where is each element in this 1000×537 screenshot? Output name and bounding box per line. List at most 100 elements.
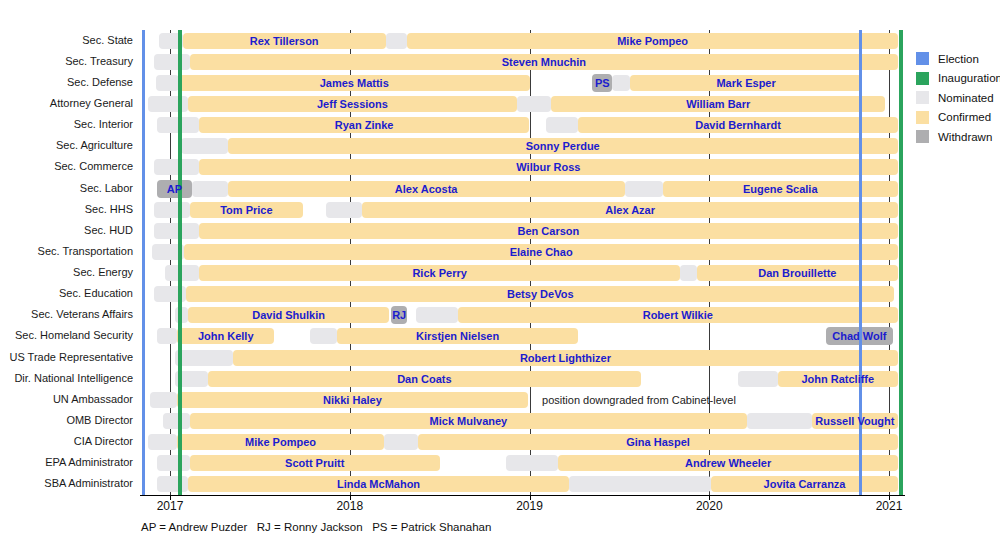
officeholder-name: Russell Vought [815, 415, 894, 427]
x-axis-year-label: 2019 [508, 499, 552, 513]
officeholder-name: AP [167, 183, 182, 195]
inauguration-swatch-icon [916, 72, 929, 85]
officeholder-name: Mike Pompeo [617, 35, 688, 47]
officeholder-name: William Barr [686, 98, 750, 110]
officeholder-name: RJ [392, 309, 406, 321]
row-label: Dir. National Intelligence [0, 372, 133, 384]
timeline-segment-nominated [416, 307, 457, 323]
officeholder-name: Linda McMahon [337, 478, 420, 490]
officeholder-name: David Shulkin [252, 309, 325, 321]
officeholder-name: Scott Pruitt [285, 457, 344, 469]
timeline-segment-nominated [154, 159, 199, 175]
officeholder-name: Mark Esper [716, 77, 775, 89]
timeline-segment-nominated [156, 75, 179, 91]
officeholder-name: Wilbur Ross [516, 161, 580, 173]
row-label: Sec. Homeland Security [0, 329, 133, 341]
officeholder-name: Robert Wilkie [643, 309, 713, 321]
officeholder-name: Gina Haspel [626, 436, 690, 448]
officeholder-name: Ben Carson [518, 225, 580, 237]
officeholder-name: Eugene Scalia [743, 183, 818, 195]
row-label: Attorney General [0, 97, 133, 109]
legend-item-nominated: Nominated [916, 88, 1000, 108]
x-axis-year-label: 2018 [328, 499, 372, 513]
row-label: UN Ambassador [0, 393, 133, 405]
officeholder-name: Mick Mulvaney [430, 415, 508, 427]
row-label: Sec. Interior [0, 118, 133, 130]
timeline-segment-nominated [569, 476, 711, 492]
x-axis-year-label: 2021 [867, 499, 911, 513]
officeholder-name: Sonny Perdue [526, 140, 600, 152]
legend-item-confirmed: Confirmed [916, 108, 1000, 128]
timeline-segment-nominated [625, 181, 663, 197]
row-label: Sec. Education [0, 287, 133, 299]
axis-tick [889, 496, 890, 500]
officeholder-name: Steven Mnuchin [502, 56, 586, 68]
officeholder-name: James Mattis [320, 77, 389, 89]
row-annotation: position downgraded from Cabinet-level [542, 394, 736, 406]
inauguration-line [178, 30, 182, 495]
row-label: Sec. HHS [0, 203, 133, 215]
timeline-segment-nominated [680, 265, 696, 281]
officeholder-name: Mike Pompeo [245, 436, 316, 448]
footnote: AP = Andrew Puzder RJ = Ronny Jackson PS… [141, 521, 491, 533]
row-label: Sec. Treasury [0, 55, 133, 67]
officeholder-name: Kirstjen Nielsen [416, 330, 499, 342]
officeholder-name: Rick Perry [412, 267, 466, 279]
timeline-segment-nominated [612, 75, 630, 91]
timeline-segment-nominated [154, 54, 190, 70]
timeline-segment-nominated [163, 413, 190, 429]
timeline-segment-nominated [157, 328, 177, 344]
officeholder-name: Ryan Zinke [335, 119, 394, 131]
officeholder-name: John Ratcliffe [801, 373, 874, 385]
row-label: SBA Administrator [0, 477, 133, 489]
legend-item-election: Election [916, 49, 1000, 69]
axis-tick [170, 496, 171, 500]
officeholder-name: Tom Price [220, 204, 272, 216]
x-axis-year-label: 2017 [148, 499, 192, 513]
officeholder-name: Andrew Wheeler [685, 457, 771, 469]
officeholder-name: Elaine Chao [510, 246, 573, 258]
timeline-segment-nominated [546, 117, 578, 133]
row-label: EPA Administrator [0, 456, 133, 468]
timeline-segment-nominated [175, 350, 233, 366]
timeline-segment-nominated [154, 223, 199, 239]
timeline-segment-nominated [517, 96, 551, 112]
timeline-segment-nominated [157, 455, 189, 471]
timeline-segment-nominated [326, 202, 362, 218]
row-label: Sec. Energy [0, 266, 133, 278]
legend: Election Inauguration Nominated Confirme… [916, 49, 1000, 147]
row-label: CIA Director [0, 435, 133, 447]
officeholder-name: Dan Coats [397, 373, 451, 385]
legend-label: Inauguration [938, 72, 1000, 84]
plot-area: Rex TillersonMike PompeoSteven MnuchinJa… [140, 30, 905, 496]
timeline-segment-nominated [157, 476, 188, 492]
timeline-segment-nominated [738, 371, 778, 387]
timeline-segment-nominated [192, 181, 228, 197]
election-line [142, 30, 145, 495]
row-label: Sec. Commerce [0, 160, 133, 172]
legend-item-withdrawn: Withdrawn [916, 127, 1000, 147]
row-label: Sec. State [0, 34, 133, 46]
timeline-segment-nominated [506, 455, 558, 471]
withdrawn-swatch-icon [916, 130, 929, 143]
officeholder-name: Jovita Carranza [764, 478, 846, 490]
row-label: Sec. Transportation [0, 245, 133, 257]
row-label: OMB Director [0, 414, 133, 426]
row-label: Sec. HUD [0, 224, 133, 236]
inauguration-line [899, 30, 903, 495]
timeline-segment-nominated [150, 392, 177, 408]
officeholder-name: Jeff Sessions [317, 98, 388, 110]
timeline-segment-nominated [165, 265, 199, 281]
officeholder-name: Alex Azar [605, 204, 655, 216]
row-label: Sec. Labor [0, 182, 133, 194]
timeline-segment-nominated [154, 202, 190, 218]
axis-tick [530, 496, 531, 500]
legend-label: Confirmed [938, 111, 991, 123]
x-axis-year-label: 2020 [687, 499, 731, 513]
legend-label: Nominated [938, 92, 994, 104]
officeholder-name: Chad Wolf [832, 330, 886, 342]
timeline-segment-nominated [747, 413, 812, 429]
timeline-segment-nominated [384, 434, 418, 450]
officeholder-name: Nikki Haley [323, 394, 382, 406]
officeholder-name: Dan Brouillette [758, 267, 836, 279]
